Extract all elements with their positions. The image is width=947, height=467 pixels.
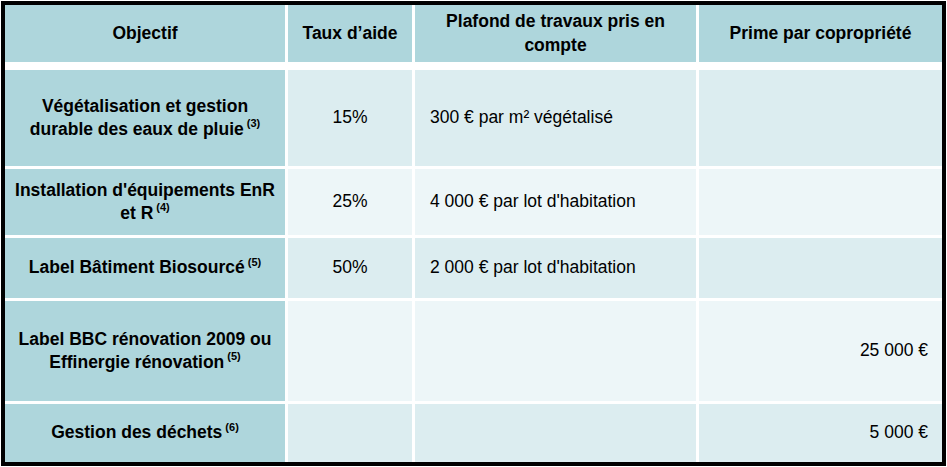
footnote-ref: (5) [227,350,240,362]
cell-taux-gestion-dechets [288,404,412,462]
row-header-label-biosource: Label Bâtiment Biosourcé(5) [5,238,285,298]
cell-prime-label-bbc: 25 000 € [699,301,942,401]
cell-plafond-label-bbc [415,301,696,401]
cell-taux-equipements-enr: 25% [288,169,412,235]
cell-plafond-equipements-enr: 4 000 € par lot d'habitation [415,169,696,235]
subsidy-table-screenshot: Objectif Taux d’aide Plafond de travaux … [0,0,947,467]
column-header-objectif: Objectif [5,5,285,67]
footnote-ref: (5) [248,256,261,268]
footnote-ref: (6) [225,421,238,433]
footnote-ref: (3) [247,117,260,129]
objectif-label: Label Bâtiment Biosourcé [29,257,245,277]
table-outer-border: Objectif Taux d’aide Plafond de travaux … [1,1,946,466]
cell-plafond-vegetalisation: 300 € par m² végétalisé [415,70,696,166]
cell-taux-vegetalisation: 15% [288,70,412,166]
column-header-taux-daide: Taux d’aide [288,5,412,67]
cell-taux-label-biosource: 50% [288,238,412,298]
cell-taux-label-bbc [288,301,412,401]
subsidy-table: Objectif Taux d’aide Plafond de travaux … [5,5,942,462]
objectif-label: Végétalisation et gestion durable des ea… [30,96,248,139]
column-header-plafond-travaux: Plafond de travaux pris en compte [415,5,696,67]
footnote-ref: (4) [156,201,169,213]
row-header-gestion-dechets: Gestion des déchets(6) [5,404,285,462]
column-header-prime-copropriete: Prime par copropriété [699,5,942,67]
cell-prime-equipements-enr [699,169,942,235]
cell-plafond-label-biosource: 2 000 € par lot d'habitation [415,238,696,298]
objectif-label: Installation d'équipements EnR et R [15,180,275,223]
cell-prime-vegetalisation [699,70,942,166]
row-header-equipements-enr: Installation d'équipements EnR et R(4) [5,169,285,235]
row-header-vegetalisation: Végétalisation et gestion durable des ea… [5,70,285,166]
objectif-label: Gestion des déchets [51,422,222,442]
cell-prime-label-biosource [699,238,942,298]
cell-prime-gestion-dechets: 5 000 € [699,404,942,462]
cell-plafond-gestion-dechets [415,404,696,462]
row-header-label-bbc: Label BBC rénovation 2009 ou Effinergie … [5,301,285,401]
